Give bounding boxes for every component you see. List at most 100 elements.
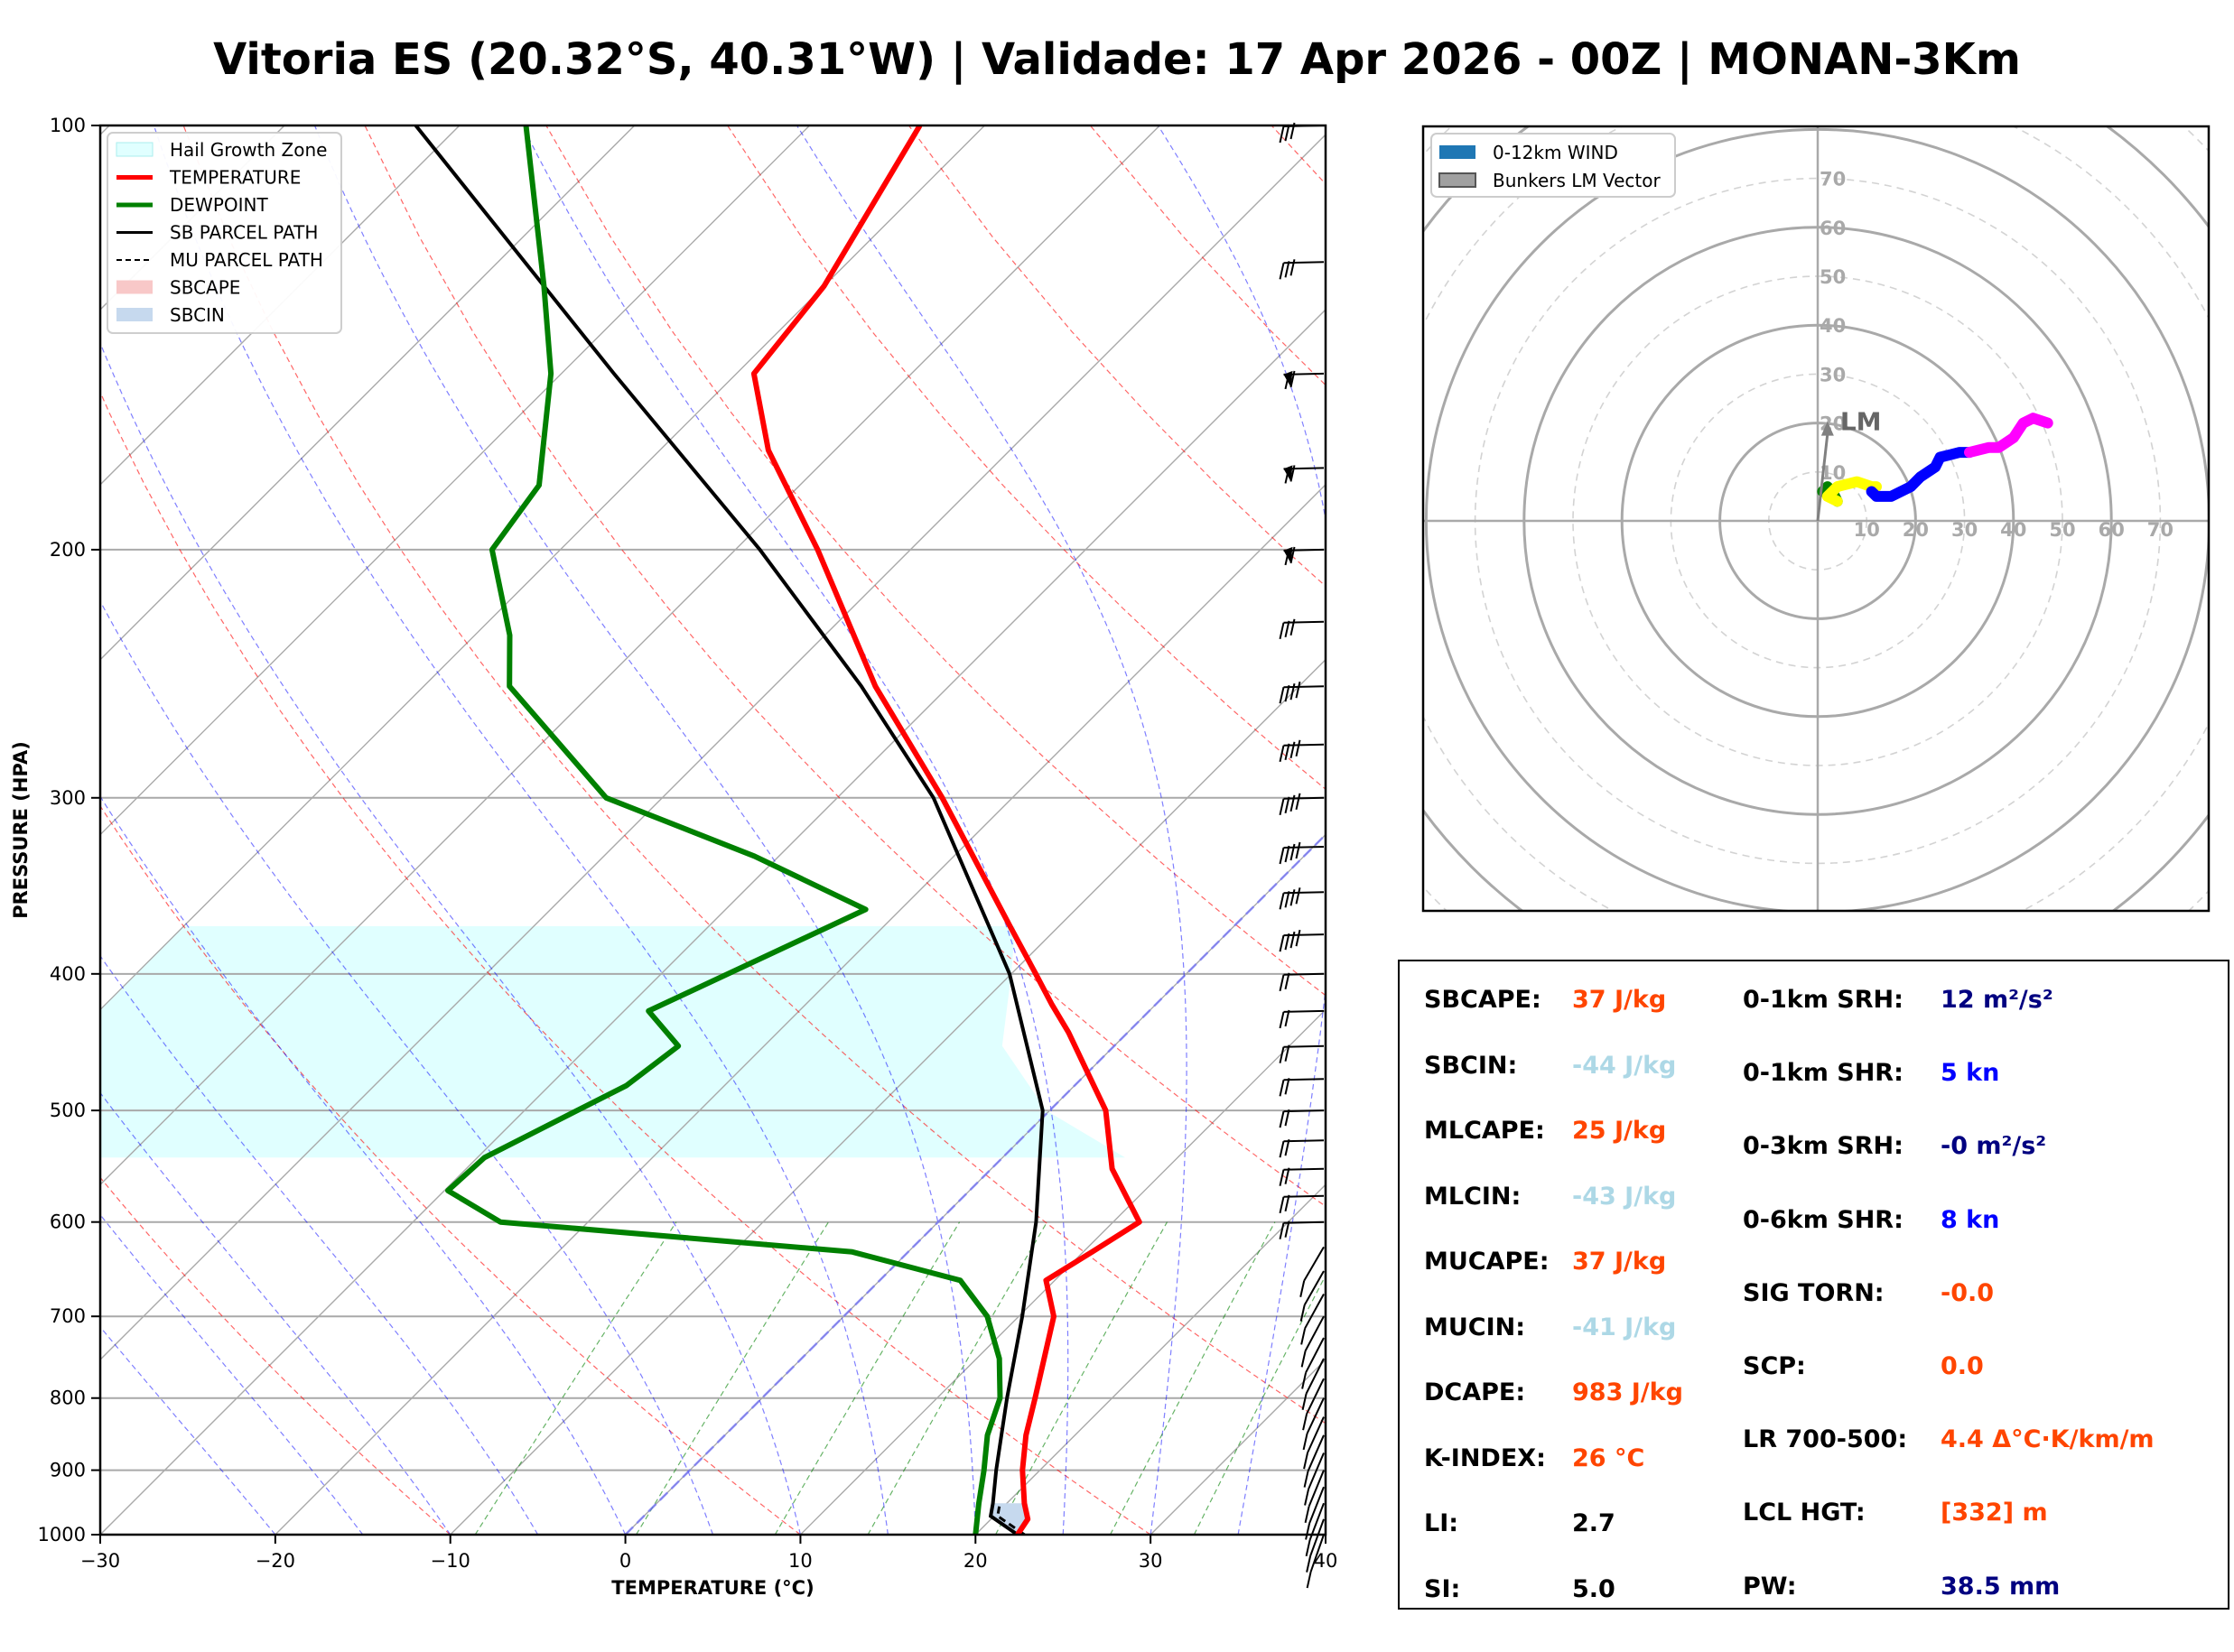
wind-barb-feather bbox=[1289, 370, 1296, 388]
wind-barb-feather bbox=[1279, 1011, 1285, 1029]
wind-barb-feather bbox=[1295, 929, 1301, 947]
param-value: 983 J/kg bbox=[1572, 1378, 1683, 1406]
wind-barb-shaft bbox=[1305, 1337, 1325, 1373]
wind-barb-feather bbox=[1284, 1109, 1290, 1127]
legend-swatch bbox=[116, 142, 154, 157]
param-label: LR 700-500: bbox=[1743, 1425, 1908, 1454]
wind-barb bbox=[1279, 739, 1325, 763]
y-tick-label: 300 bbox=[50, 787, 86, 809]
wind-barb bbox=[1279, 259, 1325, 280]
wind-barb-shaft bbox=[1283, 261, 1325, 265]
wind-barb-feather bbox=[1284, 1220, 1290, 1238]
wind-barb-shaft bbox=[1303, 1246, 1325, 1282]
skewt-plot-area bbox=[100, 125, 1326, 1535]
wind-barb-feather bbox=[1303, 1452, 1309, 1470]
param-label: 0-1km SRH: bbox=[1743, 986, 1904, 1014]
wind-barb bbox=[1279, 887, 1325, 910]
wind-barb-feather bbox=[1299, 1304, 1306, 1322]
legend-label: SB PARCEL PATH bbox=[170, 222, 318, 244]
wind-barb-feather bbox=[1305, 1539, 1311, 1557]
param-label: SBCIN: bbox=[1424, 1051, 1518, 1080]
wind-barb-feather bbox=[1295, 841, 1301, 859]
wind-barb-shaft bbox=[1283, 685, 1325, 689]
wind-barb bbox=[1300, 1294, 1325, 1345]
isotherm-line bbox=[974, 1183, 1326, 1535]
sbcin-area bbox=[991, 1503, 1029, 1535]
wind-barb bbox=[1279, 929, 1325, 952]
wind-barb-feather bbox=[1284, 124, 1290, 142]
param-label: MUCAPE: bbox=[1424, 1248, 1550, 1276]
wind-barb-shaft bbox=[1309, 1518, 1325, 1556]
wind-barb-shaft bbox=[1283, 743, 1325, 747]
wind-barb bbox=[1301, 1358, 1325, 1410]
wind-barb-feather bbox=[1284, 467, 1290, 484]
param-value: -44 J/kg bbox=[1572, 1051, 1677, 1080]
param-value: 4.4 Δ°C·K/km/m bbox=[1941, 1425, 2155, 1454]
wind-barb-feather bbox=[1289, 618, 1296, 636]
hodo-ring-label-x: 50 bbox=[2049, 519, 2075, 541]
wind-barb-feather bbox=[1306, 1555, 1312, 1573]
wind-barb-shaft bbox=[1283, 125, 1325, 128]
wind-barb-feather bbox=[1301, 1372, 1308, 1389]
wind-barb-feather bbox=[1300, 1328, 1307, 1345]
wind-barb-feather bbox=[1284, 620, 1290, 638]
mixing-ratio-line bbox=[774, 1221, 961, 1535]
wind-barb-feather bbox=[1284, 1167, 1290, 1184]
moist-adiabat bbox=[100, 1213, 364, 1535]
wind-barb-feather bbox=[1284, 261, 1290, 278]
wind-barb-shaft bbox=[1307, 1416, 1325, 1453]
wind-barb bbox=[1279, 618, 1325, 640]
param-label: MLCIN: bbox=[1424, 1182, 1522, 1211]
wind-barb-feather bbox=[1279, 1110, 1285, 1128]
wind-barb-feather bbox=[1284, 891, 1290, 908]
legend-label: MU PARCEL PATH bbox=[170, 249, 323, 271]
hodo-ring bbox=[1231, 0, 2234, 1108]
storm-motion-label: LM bbox=[1840, 407, 1882, 437]
isotherm-line bbox=[100, 134, 1326, 1361]
param-value: 37 J/kg bbox=[1572, 1248, 1667, 1276]
wind-barb-feather bbox=[1284, 1194, 1290, 1212]
hodo-ring-label-x: 70 bbox=[2147, 519, 2173, 541]
wind-barb bbox=[1306, 1518, 1325, 1573]
wind-barb-feather bbox=[1299, 1280, 1306, 1297]
wind-barb-shaft bbox=[1308, 1486, 1325, 1524]
wind-barb-feather bbox=[1304, 1506, 1310, 1524]
dry-adiabat bbox=[545, 125, 1326, 997]
param-label: 0-3km SRH: bbox=[1743, 1132, 1904, 1161]
wind-barb-feather bbox=[1279, 1222, 1285, 1239]
wind-barb-feather bbox=[1279, 1196, 1285, 1214]
wind-barb-feather bbox=[1302, 1413, 1308, 1431]
wind-barb bbox=[1279, 1009, 1325, 1029]
wind-barb bbox=[1283, 546, 1325, 566]
wind-barb-feather bbox=[1279, 125, 1285, 144]
dry-adiabat bbox=[364, 125, 1326, 1208]
wind-barb-feather bbox=[1289, 259, 1296, 276]
wind-barb-feather bbox=[1289, 843, 1296, 861]
wind-barb-shaft bbox=[1303, 1270, 1325, 1306]
wind-barb-feather bbox=[1279, 686, 1285, 704]
wind-barb-shaft bbox=[1308, 1452, 1325, 1490]
mu-parcel-path bbox=[996, 1502, 1026, 1535]
wind-barb bbox=[1279, 1167, 1325, 1186]
wind-barb bbox=[1302, 1397, 1325, 1451]
wind-barb-feather bbox=[1289, 122, 1296, 140]
y-tick-label: 400 bbox=[50, 963, 86, 985]
wind-barb-shaft bbox=[1283, 1139, 1325, 1143]
wind-barb-shaft bbox=[1307, 1434, 1325, 1471]
y-tick-label: 700 bbox=[50, 1305, 86, 1327]
legend-swatch bbox=[1438, 172, 1476, 188]
hodo-ring-label-x: 10 bbox=[1854, 519, 1880, 541]
param-value: 8 kn bbox=[1941, 1205, 2000, 1234]
param-value: 38.5 mm bbox=[1941, 1572, 2061, 1601]
wind-barb-feather bbox=[1284, 933, 1290, 951]
wind-barb-feather bbox=[1284, 1078, 1290, 1095]
wind-barb bbox=[1304, 1452, 1325, 1506]
wind-barb bbox=[1279, 681, 1325, 704]
wind-barb-feather bbox=[1289, 794, 1296, 812]
wind-barb bbox=[1279, 1044, 1325, 1063]
wind-barb-feather bbox=[1284, 372, 1290, 390]
x-tick-label: 30 bbox=[1139, 1550, 1163, 1572]
param-label: LI: bbox=[1424, 1509, 1459, 1537]
wind-barb-feather bbox=[1284, 796, 1290, 814]
